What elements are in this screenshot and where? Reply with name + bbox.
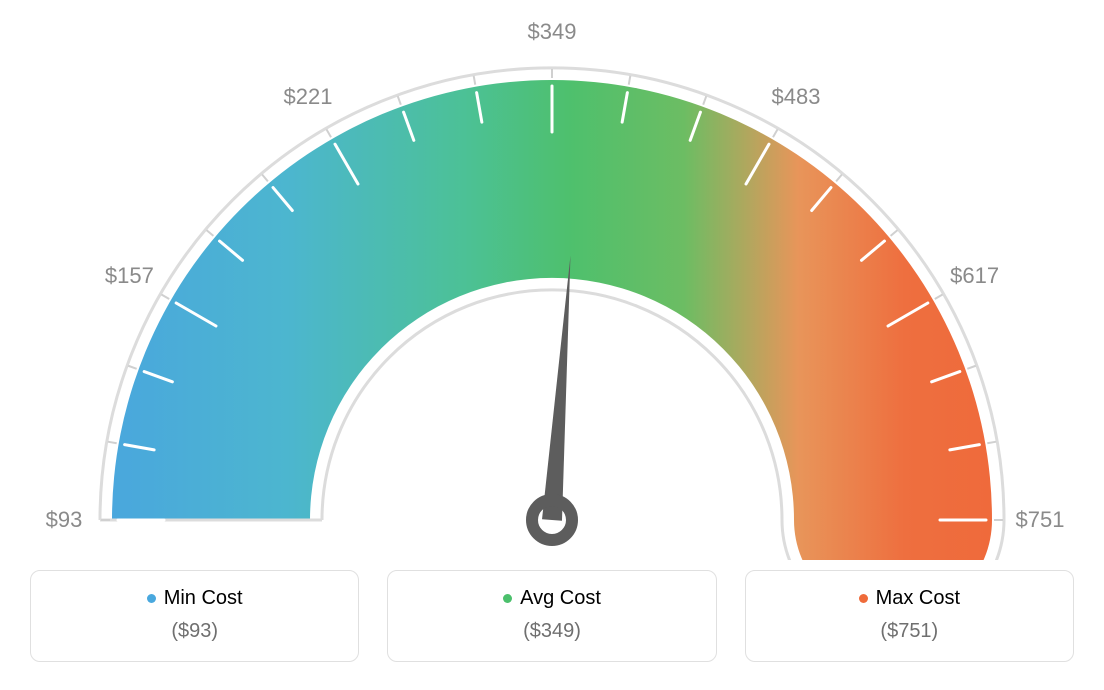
legend-card-min: Min Cost ($93) [30,570,359,662]
gauge-tick-label: $93 [46,507,83,533]
legend-label: Avg Cost [520,587,601,609]
legend-row: Min Cost ($93) Avg Cost ($349) Max Cost … [0,570,1104,662]
dot-icon [859,594,868,603]
legend-card-avg: Avg Cost ($349) [387,570,716,662]
gauge-tick-label: $349 [528,19,577,45]
legend-label: Max Cost [876,587,960,609]
legend-title-avg: Avg Cost [388,587,715,610]
gauge-tick-label: $751 [1016,507,1065,533]
gauge-svg [0,0,1104,560]
legend-value-avg: ($349) [388,620,715,643]
legend-title-max: Max Cost [746,587,1073,610]
cost-gauge: $93 $157 $221 $349 $483 $617 $751 [0,0,1104,560]
legend-card-max: Max Cost ($751) [745,570,1074,662]
gauge-tick-label: $617 [950,263,999,289]
legend-value-min: ($93) [31,620,358,643]
legend-title-min: Min Cost [31,587,358,610]
legend-value-max: ($751) [746,620,1073,643]
legend-label: Min Cost [164,587,243,609]
dot-icon [503,594,512,603]
gauge-tick-label: $157 [105,263,154,289]
gauge-tick-label: $483 [772,84,821,110]
dot-icon [147,594,156,603]
gauge-tick-label: $221 [284,84,333,110]
